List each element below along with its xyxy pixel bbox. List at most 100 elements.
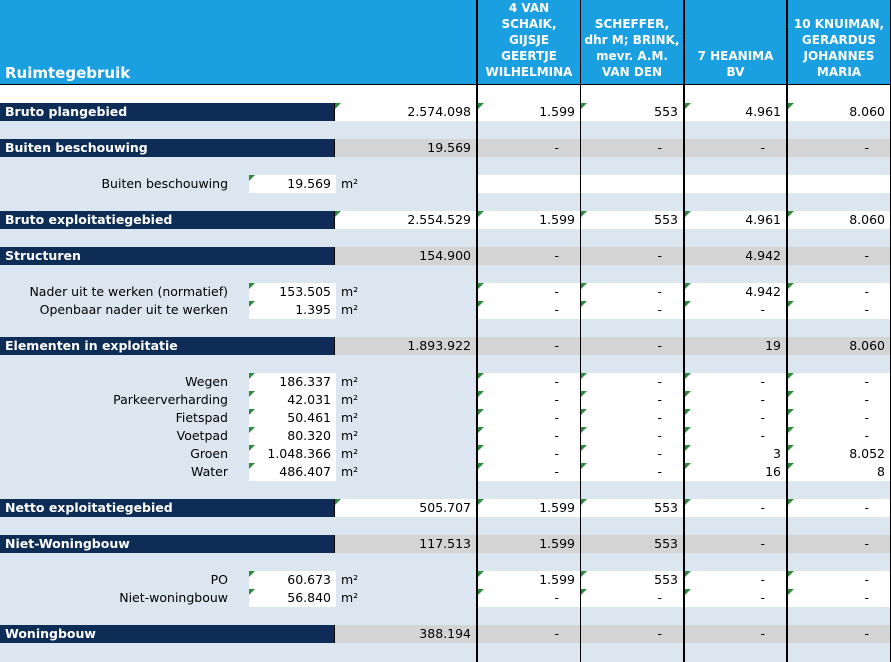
row-value[interactable]: - — [478, 301, 580, 319]
blank-cell — [788, 121, 890, 139]
row-input[interactable]: 1.395 — [249, 301, 336, 319]
row-value[interactable]: 3 — [685, 445, 786, 463]
row-value[interactable]: - — [788, 391, 890, 409]
row-value[interactable]: - — [581, 301, 683, 319]
row-value[interactable] — [478, 175, 580, 193]
row-input[interactable]: 42.031 — [249, 391, 336, 409]
row-value[interactable]: 8 — [788, 463, 890, 481]
unit-label: m² — [337, 373, 397, 391]
row-label: Buiten beschouwing — [0, 175, 248, 193]
row-value[interactable]: - — [581, 445, 683, 463]
section-value[interactable]: 553 — [581, 103, 683, 121]
section-value[interactable]: 1.599 — [478, 211, 580, 229]
blank-cell — [685, 85, 786, 103]
unit-label: m² — [337, 589, 397, 607]
row-input[interactable]: 186.337 — [249, 373, 336, 391]
unit-label: m² — [337, 175, 397, 193]
section-value[interactable]: 4.961 — [685, 103, 786, 121]
row-value[interactable]: - — [685, 589, 786, 607]
blank-cell — [685, 643, 786, 661]
section-value[interactable]: 1.599 — [478, 499, 580, 517]
blank-cell — [478, 193, 580, 211]
section-value: - — [685, 625, 786, 643]
row-input[interactable]: 50.461 — [249, 409, 336, 427]
row-value[interactable]: - — [581, 589, 683, 607]
row-input[interactable]: 153.505 — [249, 283, 336, 301]
row-value[interactable]: - — [788, 283, 890, 301]
blank-cell — [478, 517, 580, 535]
row-value[interactable]: - — [788, 589, 890, 607]
row-value[interactable]: 1.599 — [478, 571, 580, 589]
row-value[interactable]: - — [581, 373, 683, 391]
section-value[interactable]: 1.599 — [478, 103, 580, 121]
section-value: - — [478, 625, 580, 643]
row-value[interactable]: 553 — [581, 571, 683, 589]
row-value[interactable]: - — [478, 409, 580, 427]
section-value[interactable]: 553 — [581, 211, 683, 229]
row-value[interactable] — [581, 175, 683, 193]
row-value[interactable]: - — [788, 409, 890, 427]
row-value[interactable]: - — [478, 427, 580, 445]
row-value[interactable]: - — [788, 301, 890, 319]
row-input[interactable]: 19.569 — [249, 175, 336, 193]
row-value[interactable]: - — [685, 409, 786, 427]
section-total: 2.574.098 — [335, 103, 476, 121]
row-value[interactable]: - — [478, 391, 580, 409]
row-input[interactable]: 60.673 — [249, 571, 336, 589]
section-value[interactable]: 4.961 — [685, 211, 786, 229]
row-value[interactable]: - — [581, 427, 683, 445]
row-input[interactable]: 1.048.366 — [249, 445, 336, 463]
unit-label: m² — [337, 391, 397, 409]
row-value[interactable]: - — [478, 373, 580, 391]
row-value[interactable]: - — [788, 571, 890, 589]
spacer-row — [0, 643, 476, 661]
section-total: 117.513 — [335, 535, 476, 553]
section-value[interactable]: - — [685, 499, 786, 517]
section-value[interactable]: 8.060 — [788, 103, 890, 121]
blank-cell — [685, 481, 786, 499]
row-value[interactable]: - — [685, 391, 786, 409]
row-value[interactable]: - — [685, 427, 786, 445]
row-value[interactable]: - — [685, 301, 786, 319]
section-value: - — [788, 625, 890, 643]
row-value[interactable]: - — [685, 571, 786, 589]
row-input[interactable]: 56.840 — [249, 589, 336, 607]
section-value[interactable]: - — [788, 499, 890, 517]
section-value[interactable]: 553 — [581, 499, 683, 517]
blank-cell — [581, 121, 683, 139]
row-value[interactable]: 8.052 — [788, 445, 890, 463]
section-value: 4.942 — [685, 247, 786, 265]
section-value: - — [581, 139, 683, 157]
row-value[interactable]: - — [581, 409, 683, 427]
blank-cell — [685, 229, 786, 247]
row-value[interactable] — [788, 175, 890, 193]
row-value[interactable]: - — [478, 445, 580, 463]
section-value: - — [788, 247, 890, 265]
row-label: Voetpad — [0, 427, 248, 445]
row-value[interactable] — [685, 175, 786, 193]
row-value[interactable]: - — [581, 463, 683, 481]
row-value[interactable]: - — [685, 373, 786, 391]
row-value[interactable]: 4.942 — [685, 283, 786, 301]
row-value[interactable]: 16 — [685, 463, 786, 481]
blank-cell — [788, 355, 890, 373]
row-value[interactable]: - — [478, 283, 580, 301]
blank-cell — [685, 319, 786, 337]
blank-cell — [788, 85, 890, 103]
blank-cell — [478, 553, 580, 571]
section-value: - — [685, 139, 786, 157]
sheet-title: Ruimtegebruik — [0, 0, 476, 84]
section-label: Bruto plangebied — [0, 103, 334, 121]
row-value[interactable]: - — [581, 391, 683, 409]
row-value[interactable]: - — [478, 589, 580, 607]
row-value[interactable]: - — [788, 373, 890, 391]
row-label: Wegen — [0, 373, 248, 391]
row-input[interactable]: 80.320 — [249, 427, 336, 445]
section-value[interactable]: 8.060 — [788, 211, 890, 229]
row-value[interactable]: - — [478, 463, 580, 481]
row-input[interactable]: 486.407 — [249, 463, 336, 481]
row-value[interactable]: - — [788, 427, 890, 445]
row-value[interactable]: - — [581, 283, 683, 301]
spacer-row — [0, 265, 476, 283]
section-label: Buiten beschouwing — [0, 139, 334, 157]
